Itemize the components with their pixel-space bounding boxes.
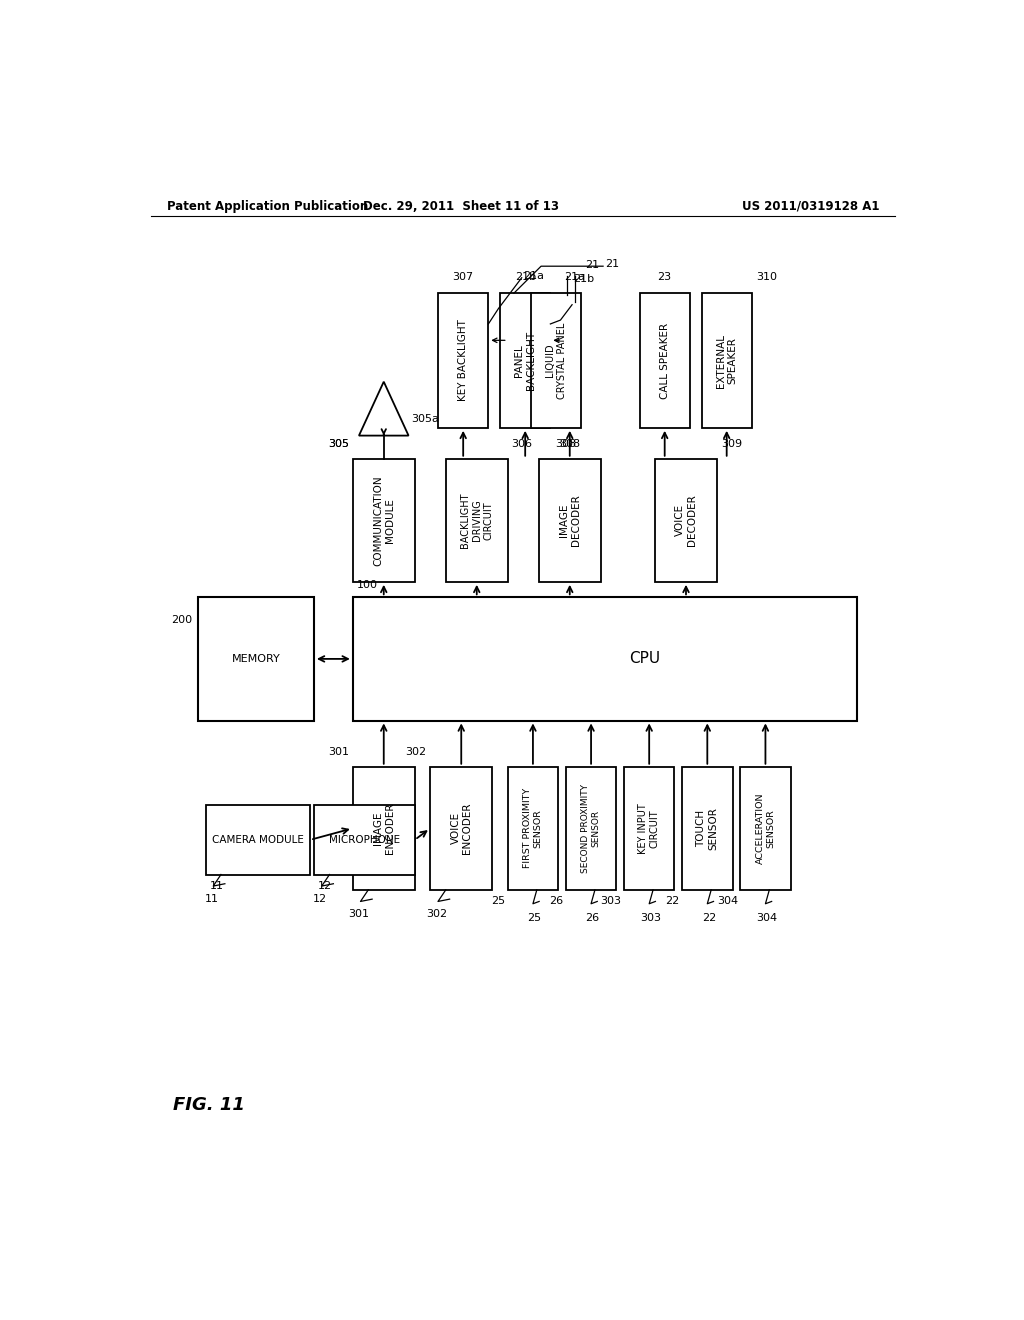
Text: CPU: CPU — [630, 651, 660, 667]
Text: 308: 308 — [555, 440, 577, 449]
Text: CAMERA MODULE: CAMERA MODULE — [212, 834, 304, 845]
Text: 305: 305 — [328, 440, 349, 449]
Text: SECOND PROXIMITY
SENSOR: SECOND PROXIMITY SENSOR — [582, 784, 601, 873]
Text: KEY BACKLIGHT: KEY BACKLIGHT — [458, 319, 468, 401]
Text: 12: 12 — [313, 894, 328, 904]
Text: 304: 304 — [757, 913, 777, 923]
Text: 21b: 21b — [515, 272, 536, 281]
Text: 26: 26 — [586, 913, 600, 923]
Text: 307: 307 — [453, 272, 474, 281]
Bar — [500, 293, 550, 428]
Text: LIQUID
CRYSTAL PANEL: LIQUID CRYSTAL PANEL — [546, 322, 567, 399]
Bar — [206, 805, 310, 875]
Text: BACKLIGHT
DRIVING
CIRCUIT: BACKLIGHT DRIVING CIRCUIT — [460, 492, 494, 548]
Text: Patent Application Publication: Patent Application Publication — [167, 199, 368, 213]
Text: 21b: 21b — [573, 275, 595, 284]
Text: 304: 304 — [717, 896, 738, 907]
Text: 11: 11 — [209, 880, 223, 891]
Text: 309: 309 — [721, 440, 742, 449]
Text: 305: 305 — [328, 440, 349, 449]
Text: 302: 302 — [426, 909, 447, 919]
Text: FIG. 11: FIG. 11 — [173, 1097, 245, 1114]
Text: MEMORY: MEMORY — [231, 653, 281, 664]
Bar — [640, 293, 690, 428]
Text: Dec. 29, 2011  Sheet 11 of 13: Dec. 29, 2011 Sheet 11 of 13 — [364, 199, 559, 213]
Bar — [352, 767, 415, 890]
Text: PANEL
BACKLIGHT: PANEL BACKLIGHT — [514, 331, 536, 391]
Text: FIRST PROXIMITY
SENSOR: FIRST PROXIMITY SENSOR — [523, 788, 543, 869]
Text: US 2011/0319128 A1: US 2011/0319128 A1 — [742, 199, 880, 213]
Text: 23: 23 — [657, 272, 672, 281]
Text: EXTERNAL
SPEAKER: EXTERNAL SPEAKER — [716, 334, 737, 388]
Bar — [655, 459, 717, 582]
Text: 301: 301 — [328, 747, 349, 758]
Bar — [198, 597, 314, 721]
Text: CALL SPEAKER: CALL SPEAKER — [659, 322, 670, 399]
Text: 306: 306 — [512, 440, 532, 449]
Text: 21a: 21a — [523, 271, 544, 281]
Bar — [508, 767, 558, 890]
Text: ACCELERATION
SENSOR: ACCELERATION SENSOR — [756, 792, 775, 865]
Bar — [438, 293, 488, 428]
Text: 100: 100 — [356, 579, 378, 590]
Text: 21: 21 — [586, 260, 599, 271]
Text: 25: 25 — [492, 896, 506, 907]
Text: 26: 26 — [550, 896, 563, 907]
Text: 302: 302 — [406, 747, 426, 758]
Bar — [352, 459, 415, 582]
Text: KEY INPUT
CIRCUIT: KEY INPUT CIRCUIT — [638, 803, 660, 854]
Text: IMAGE
DECODER: IMAGE DECODER — [559, 495, 581, 546]
Text: 301: 301 — [348, 909, 370, 919]
Text: 22: 22 — [701, 913, 716, 923]
Text: 11: 11 — [205, 894, 219, 904]
Bar — [682, 767, 732, 890]
Text: 303: 303 — [601, 896, 622, 907]
Bar — [445, 459, 508, 582]
Text: 22: 22 — [666, 896, 680, 907]
Text: 305a: 305a — [411, 414, 438, 424]
Bar — [539, 459, 601, 582]
Text: 21: 21 — [604, 259, 618, 269]
Text: 200: 200 — [171, 615, 191, 626]
Bar — [314, 805, 415, 875]
Bar — [740, 767, 791, 890]
Text: MICROPHONE: MICROPHONE — [329, 834, 400, 845]
Text: VOICE
ENCODER: VOICE ENCODER — [451, 803, 472, 854]
Bar — [624, 767, 675, 890]
Bar — [566, 767, 616, 890]
Bar — [430, 767, 493, 890]
Text: 25: 25 — [527, 913, 542, 923]
Bar — [701, 293, 752, 428]
Bar — [531, 293, 582, 428]
Text: 21a: 21a — [564, 272, 586, 281]
Bar — [352, 597, 856, 721]
Text: 12: 12 — [317, 880, 332, 891]
Text: 308: 308 — [559, 440, 581, 449]
Text: 310: 310 — [756, 272, 777, 281]
Text: COMMUNICATION
MODULE: COMMUNICATION MODULE — [373, 475, 394, 565]
Text: IMAGE
ENCODER: IMAGE ENCODER — [373, 803, 394, 854]
Text: 303: 303 — [640, 913, 662, 923]
Text: VOICE
DECODER: VOICE DECODER — [675, 495, 696, 546]
Text: TOUCH
SENSOR: TOUCH SENSOR — [696, 807, 718, 850]
